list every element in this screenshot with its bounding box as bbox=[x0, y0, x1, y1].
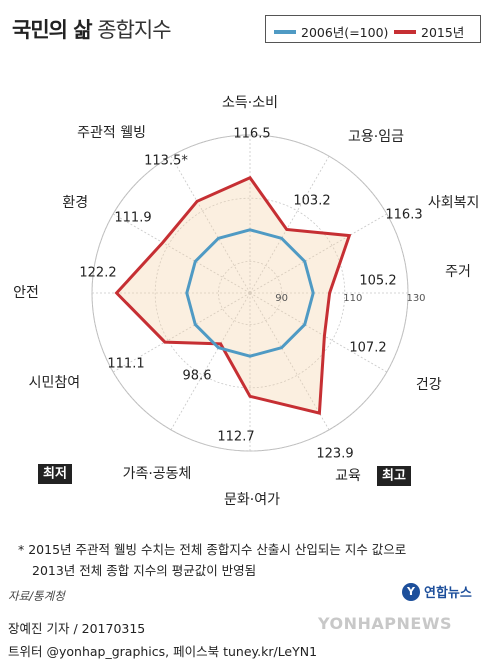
yonhap-logo-text: 연합뉴스 bbox=[424, 586, 472, 601]
value-label-7: 98.6 bbox=[183, 369, 212, 384]
legend-item-2006: 2006년(=100) bbox=[274, 22, 388, 41]
legend-label-2006: 2006년(=100) bbox=[301, 25, 389, 40]
legend: 2006년(=100) 2015년 bbox=[265, 15, 481, 43]
value-label-0: 116.5 bbox=[233, 127, 270, 142]
credit-line-1: 장예진 기자 / 20170315 bbox=[8, 621, 146, 636]
value-label-11: 113.5* bbox=[144, 154, 188, 169]
category-label-8: 시민참여 bbox=[29, 375, 81, 391]
footnote-line-1: * 2015년 주관적 웰빙 수치는 전체 종합지수 산출시 산입되는 지수 값… bbox=[18, 542, 407, 557]
legend-swatch-2015 bbox=[394, 29, 416, 34]
value-label-9: 122.2 bbox=[79, 266, 116, 281]
category-label-1: 고용·임금 bbox=[348, 129, 404, 145]
yonhap-logo: Y 연합뉴스 bbox=[402, 582, 472, 601]
category-label-9: 안전 bbox=[13, 285, 39, 301]
badge-highest: 최고 bbox=[382, 469, 406, 484]
category-label-10: 환경 bbox=[62, 195, 88, 211]
series-polygon-0 bbox=[185, 228, 315, 358]
tick-label-110: 110 bbox=[343, 293, 362, 304]
category-label-6: 문화·여가 bbox=[224, 492, 280, 508]
category-label-11: 주관적 웰빙 bbox=[77, 125, 146, 141]
credit-line-2: 트위터 @yonhap_graphics, 페이스북 tuney.kr/LeYN… bbox=[8, 644, 318, 659]
series-polygon-1 bbox=[114, 175, 352, 415]
tick-label-130: 130 bbox=[406, 293, 425, 304]
value-label-6: 112.7 bbox=[217, 430, 254, 445]
value-label-4: 107.2 bbox=[349, 341, 386, 356]
category-label-5: 교육 bbox=[335, 468, 361, 484]
grid-circle-90 bbox=[217, 260, 282, 325]
yonhap-logo-icon: Y bbox=[402, 582, 420, 601]
grid-circle-110 bbox=[154, 197, 346, 389]
value-label-1: 103.2 bbox=[293, 194, 330, 209]
badge-lowest-box bbox=[38, 464, 72, 484]
footnote: * 2015년 주관적 웰빙 수치는 전체 종합지수 산출시 산입되는 지수 값… bbox=[18, 539, 488, 581]
footnote-line-2: 2013년 전체 종합 지수의 평균값이 반영됨 bbox=[32, 563, 257, 578]
title-rest: 종합지수 bbox=[97, 18, 171, 42]
category-label-4: 건강 bbox=[416, 377, 442, 393]
value-label-8: 111.1 bbox=[107, 357, 144, 372]
category-label-0: 소득·소비 bbox=[222, 95, 278, 111]
value-label-5: 123.9 bbox=[316, 447, 353, 462]
badge-lowest: 최저 bbox=[43, 467, 67, 482]
badge-highest-box bbox=[377, 466, 411, 486]
value-label-2: 116.3 bbox=[385, 208, 422, 223]
watermark: YONHAPNEWS bbox=[318, 614, 452, 633]
legend-swatch-2006 bbox=[274, 29, 296, 34]
credit: 장예진 기자 / 20170315 트위터 @yonhap_graphics, … bbox=[8, 617, 317, 663]
tick-label-90: 90 bbox=[275, 293, 288, 304]
category-label-7: 가족·공동체 bbox=[123, 466, 192, 482]
legend-label-2015: 2015년 bbox=[421, 25, 465, 40]
value-label-3: 105.2 bbox=[359, 274, 396, 289]
category-label-3: 주거 bbox=[445, 264, 471, 280]
value-label-10: 111.9 bbox=[114, 211, 151, 226]
title-bold: 국민의 삶 bbox=[12, 18, 93, 42]
source-label: 자료/통계청 bbox=[8, 589, 65, 603]
legend-item-2015: 2015년 bbox=[394, 22, 464, 41]
chart-title: 국민의 삶 종합지수 bbox=[12, 14, 172, 44]
category-label-2: 사회복지 bbox=[428, 195, 480, 211]
